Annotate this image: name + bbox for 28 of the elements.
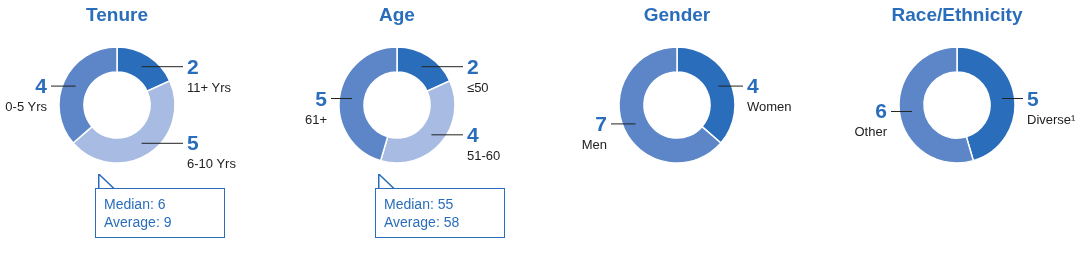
text: Average: 9 bbox=[104, 214, 172, 230]
data-label: 5 bbox=[315, 86, 328, 110]
data-label: 7 bbox=[595, 111, 607, 135]
slice-label: 51-60 bbox=[467, 147, 501, 163]
data-label: 2 bbox=[187, 54, 199, 78]
slice-label: Men bbox=[581, 136, 607, 152]
slice-label: 0-5 Yrs bbox=[5, 99, 48, 115]
chart-title: Race/Ethnicity bbox=[890, 4, 1024, 26]
chart-title: Gender bbox=[642, 4, 712, 26]
data-label: 4 bbox=[747, 74, 759, 98]
text: Average: 58 bbox=[384, 214, 460, 230]
text: Median: 55 bbox=[384, 196, 454, 212]
data-label: 6 bbox=[875, 99, 887, 123]
data-label: 5 bbox=[1027, 86, 1039, 110]
chart-title: Tenure bbox=[85, 4, 149, 26]
data-label: 4 bbox=[35, 74, 48, 98]
slice-label: 6-10 Yrs bbox=[187, 156, 237, 172]
slice-label: ≤50 bbox=[467, 79, 489, 95]
chart-title: Age bbox=[378, 4, 416, 26]
data-label: 5 bbox=[187, 131, 199, 155]
slice-label: 61+ bbox=[304, 111, 327, 127]
data-label: 2 bbox=[467, 54, 479, 78]
slice-label: Women bbox=[747, 99, 792, 115]
data-label: 4 bbox=[467, 122, 479, 146]
text: Median: 6 bbox=[104, 196, 166, 212]
slice-label: 11+ Yrs bbox=[187, 79, 232, 95]
slice-label: Other bbox=[854, 124, 888, 140]
slice-label: Diverse¹ bbox=[1027, 111, 1077, 127]
